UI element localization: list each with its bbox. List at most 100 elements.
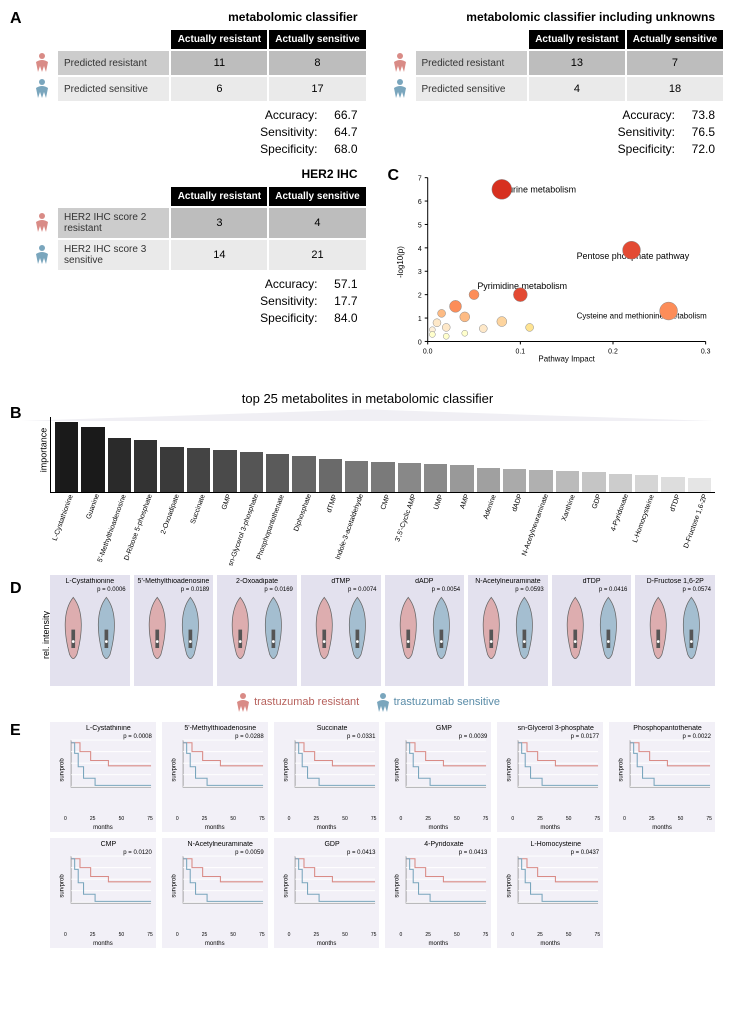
importance-bar — [582, 472, 605, 492]
km-ylabel: survprob — [395, 875, 401, 898]
cm3-sen: 17.7 — [318, 293, 358, 310]
cm2-row2: Predicted sensitive — [416, 77, 527, 101]
km-ylabel: survprob — [619, 759, 625, 782]
panel-d-legend: trastuzumab resistant trastuzumab sensit… — [10, 692, 725, 712]
km-pvalue: p = 0.0437 — [571, 850, 600, 856]
importance-bar — [477, 468, 500, 493]
cm1-v12: 8 — [269, 51, 365, 75]
km-pvalue: p = 0.0413 — [459, 850, 488, 856]
person-icon-sensitive — [392, 78, 408, 98]
cm3-title: HER2 IHC — [30, 167, 368, 181]
violin-pvalue: p = 0.0593 — [515, 587, 544, 593]
cm1-sen-label: Sensitivity: — [238, 124, 318, 141]
km-xlabel: months — [162, 825, 268, 831]
km-pvalue: p = 0.0177 — [571, 734, 600, 740]
cm1-v21: 6 — [171, 77, 267, 101]
violin-pvalue: p = 0.0169 — [264, 587, 293, 593]
cm3-v21: 14 — [171, 240, 267, 270]
panel-c-label: C — [388, 167, 400, 185]
km-xlabel: months — [50, 941, 156, 947]
violin-title: dTDP — [555, 578, 629, 585]
km-pvalue: p = 0.0331 — [347, 734, 376, 740]
svg-text:0: 0 — [417, 340, 421, 347]
svg-text:6: 6 — [417, 199, 421, 206]
km-pvalue: p = 0.0413 — [347, 850, 376, 856]
violin-title: L-Cystathionine — [53, 578, 127, 585]
svg-text:2: 2 — [417, 293, 421, 300]
km-pvalue: p = 0.0039 — [459, 734, 488, 740]
importance-bar — [450, 465, 473, 492]
cm3-v11: 3 — [171, 208, 267, 238]
c-ylabel: -log10(p) — [395, 246, 404, 278]
confusion-matrix-2: metabolomic classifier including unknown… — [388, 10, 726, 157]
importance-bar — [345, 461, 368, 493]
km-title: 4-Pyridoxate — [399, 841, 488, 848]
km-plot: 4-Pyridoxatep = 0.0413survprob0255075mon… — [385, 838, 491, 948]
importance-bar — [55, 422, 78, 492]
km-xlabel: months — [274, 825, 380, 831]
importance-bar — [81, 427, 104, 492]
importance-bar — [240, 452, 263, 493]
violin-pvalue: p = 0.0074 — [348, 587, 377, 593]
km-pvalue: p = 0.0288 — [235, 734, 264, 740]
legend-sensitive: trastuzumab sensitive — [394, 696, 500, 708]
cm2-spe-label: Specificity: — [595, 141, 675, 158]
cm3-spe: 84.0 — [318, 310, 358, 327]
km-pvalue: p = 0.0059 — [235, 850, 264, 856]
cm2-row1: Predicted resistant — [416, 51, 527, 75]
importance-bar — [503, 469, 526, 493]
importance-bar — [108, 438, 131, 492]
km-xlabel: months — [497, 941, 603, 947]
km-plot: GMPp = 0.0039survprob0255075months — [385, 722, 491, 832]
svg-text:0.1: 0.1 — [515, 349, 525, 356]
km-pvalue: p = 0.0022 — [682, 734, 711, 740]
km-plot: N-Acetylneuraminatep = 0.0059survprob025… — [162, 838, 268, 948]
panel-b-label: B — [10, 405, 22, 423]
violin-plot: dTMPp = 0.0074 — [301, 575, 381, 686]
km-ylabel: survprob — [507, 875, 513, 898]
km-plot: Succinatep = 0.0331survprob0255075months — [274, 722, 380, 832]
km-ylabel: survprob — [60, 759, 66, 782]
person-icon-sensitive — [34, 78, 50, 98]
c-xlabel: Pathway Impact — [538, 355, 595, 364]
cm2-v22: 18 — [627, 77, 723, 101]
svg-text:5: 5 — [417, 223, 421, 230]
cm3-acc-label: Accuracy: — [238, 276, 318, 293]
km-xlabel: months — [609, 825, 715, 831]
km-ylabel: survprob — [172, 875, 178, 898]
km-xlabel: months — [162, 941, 268, 947]
cm1-col2: Actually sensitive — [269, 30, 365, 49]
km-title: 5'-Methylthioadenosine — [176, 725, 265, 732]
violin-plot: dADPp = 0.0054 — [385, 575, 465, 686]
km-xlabel: months — [50, 825, 156, 831]
svg-text:0.2: 0.2 — [608, 349, 618, 356]
svg-text:7: 7 — [417, 176, 421, 183]
person-icon-resistant — [392, 52, 408, 72]
cm1-acc-label: Accuracy: — [238, 107, 318, 124]
violin-plot: L-Cystathioninep = 0.0006 — [50, 575, 130, 686]
violin-pvalue: p = 0.0416 — [599, 587, 628, 593]
importance-bar — [213, 450, 236, 493]
cm2-acc: 73.8 — [675, 107, 715, 124]
panel-a-label: A — [10, 10, 22, 28]
importance-bar — [371, 462, 394, 492]
importance-bar — [609, 474, 632, 492]
km-title: N-Acetylneuraminate — [176, 841, 265, 848]
violin-plot: dTDP p = 0.0416 — [552, 575, 632, 686]
importance-bar — [529, 470, 552, 493]
cm3-row2: HER2 IHC score 3sensitive — [58, 240, 169, 270]
km-ylabel: survprob — [507, 759, 513, 782]
importance-bar — [160, 447, 183, 492]
violin-plot: 5'-Methylthioadenosinep = 0.0189 — [134, 575, 214, 686]
km-plot: L-Homocysteinep = 0.0437survprob0255075m… — [497, 838, 603, 948]
violin-plot: N-Acetylneuraminatep = 0.0593 — [468, 575, 548, 686]
cm2-acc-label: Accuracy: — [595, 107, 675, 124]
violin-plot: D-Fructose 1,6-2Pp = 0.0574 — [635, 575, 715, 686]
cm1-sen: 64.7 — [318, 124, 358, 141]
cm1-v11: 11 — [171, 51, 267, 75]
cm2-col2: Actually sensitive — [627, 30, 723, 49]
violin-pvalue: p = 0.0189 — [181, 587, 210, 593]
km-ylabel: survprob — [283, 875, 289, 898]
cm2-title: metabolomic classifier including unknown… — [388, 10, 726, 24]
importance-bar — [661, 477, 684, 493]
